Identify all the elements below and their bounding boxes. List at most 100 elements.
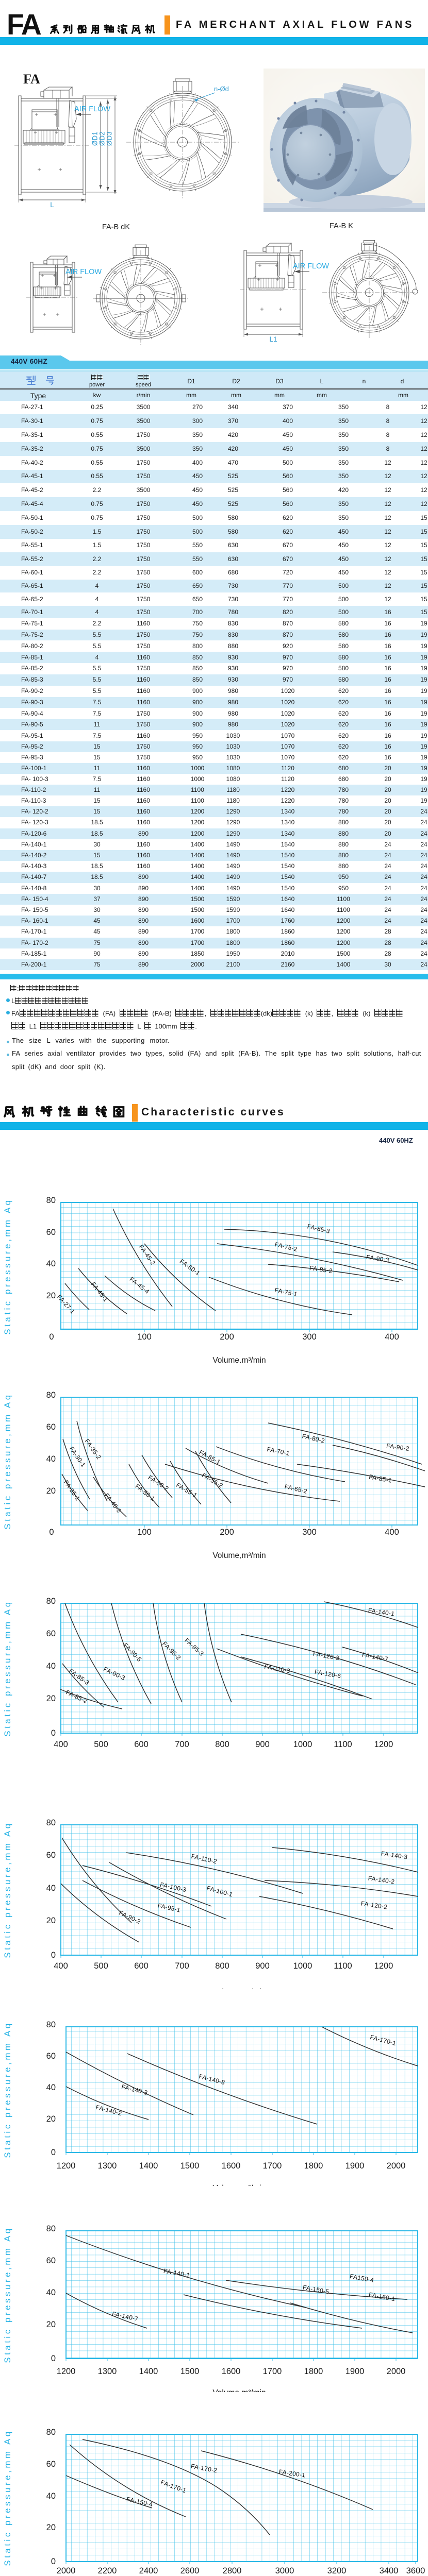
svg-text:800: 800 xyxy=(215,1961,229,1971)
svg-text:20: 20 xyxy=(46,2320,56,2329)
svg-text:Volume,m³/min: Volume,m³/min xyxy=(212,1988,266,1989)
svg-text:1600: 1600 xyxy=(222,2367,241,2376)
svg-text:1200: 1200 xyxy=(57,2161,76,2171)
svg-text:600: 600 xyxy=(134,1740,149,1749)
svg-text:1800: 1800 xyxy=(304,2161,323,2171)
svg-text:20: 20 xyxy=(46,2523,56,2532)
svg-text:n-Ød: n-Ød xyxy=(214,85,229,93)
svg-text:2600: 2600 xyxy=(180,2566,200,2575)
svg-text:1200: 1200 xyxy=(374,1961,393,1971)
svg-text:20: 20 xyxy=(46,1916,56,1925)
svg-text:0: 0 xyxy=(51,1728,56,1738)
svg-text:1800: 1800 xyxy=(304,2367,323,2376)
svg-text:FA: FA xyxy=(23,72,40,87)
svg-text:800: 800 xyxy=(215,1740,229,1749)
svg-text:Static pressure,mm Aq: Static pressure,mm Aq xyxy=(3,2226,12,2363)
svg-text:AIR FLOW: AIR FLOW xyxy=(65,268,102,276)
svg-text:2800: 2800 xyxy=(223,2566,242,2575)
svg-text:1200: 1200 xyxy=(374,1740,393,1749)
svg-text:1900: 1900 xyxy=(345,2367,365,2376)
svg-text:FA-90-2: FA-90-2 xyxy=(386,1442,409,1452)
svg-text:Volume,m³/min: Volume,m³/min xyxy=(212,1551,266,1558)
svg-text:1400: 1400 xyxy=(139,2367,158,2376)
svg-text:1200: 1200 xyxy=(57,2367,76,2376)
svg-text:80: 80 xyxy=(46,2224,56,2233)
svg-text:40: 40 xyxy=(46,2492,56,2501)
svg-text:1700: 1700 xyxy=(263,2367,282,2376)
svg-text:900: 900 xyxy=(255,1961,270,1971)
svg-text:500: 500 xyxy=(94,1961,108,1971)
svg-text:1300: 1300 xyxy=(98,2367,117,2376)
svg-text:400: 400 xyxy=(54,1961,68,1971)
svg-text:L1: L1 xyxy=(269,335,277,343)
svg-text:400: 400 xyxy=(54,1740,68,1749)
svg-text:Static pressure,mm Aq: Static pressure,mm Aq xyxy=(3,1198,12,1335)
svg-text:3600: 3600 xyxy=(406,2566,425,2575)
svg-text:Static pressure,mm Aq: Static pressure,mm Aq xyxy=(3,1600,12,1737)
svg-text:80: 80 xyxy=(46,2020,56,2029)
svg-text:60: 60 xyxy=(46,2052,56,2061)
svg-text:300: 300 xyxy=(302,1528,317,1537)
svg-text:2000: 2000 xyxy=(387,2161,406,2171)
svg-text:1400: 1400 xyxy=(139,2161,158,2171)
svg-text:40: 40 xyxy=(46,1884,56,1893)
svg-text:60: 60 xyxy=(46,1851,56,1860)
svg-text:2400: 2400 xyxy=(139,2566,158,2575)
svg-text:40: 40 xyxy=(46,2288,56,2297)
svg-text:Static pressure,mm Aq: Static pressure,mm Aq xyxy=(3,2021,12,2158)
svg-text:0: 0 xyxy=(49,1332,54,1342)
svg-text:2000: 2000 xyxy=(57,2566,76,2575)
svg-text:60: 60 xyxy=(46,1228,56,1237)
svg-text:0: 0 xyxy=(49,1528,54,1537)
svg-text:3200: 3200 xyxy=(327,2566,347,2575)
svg-text:40: 40 xyxy=(46,1259,56,1268)
svg-text:Static pressure,mm Aq: Static pressure,mm Aq xyxy=(3,1393,12,1530)
svg-text:80: 80 xyxy=(46,1196,56,1205)
svg-text:3000: 3000 xyxy=(275,2566,294,2575)
svg-text:700: 700 xyxy=(175,1740,189,1749)
svg-text:Static pressure,mm Aq: Static pressure,mm Aq xyxy=(3,2429,12,2566)
svg-text:80: 80 xyxy=(46,1597,56,1606)
svg-text:60: 60 xyxy=(46,1422,56,1432)
svg-text:60: 60 xyxy=(46,1629,56,1638)
svg-text:200: 200 xyxy=(220,1528,234,1537)
svg-text:200: 200 xyxy=(220,1332,234,1342)
svg-text:20: 20 xyxy=(46,2114,56,2124)
svg-text:1600: 1600 xyxy=(222,2161,241,2171)
svg-text:L: L xyxy=(50,201,54,209)
svg-text:Volume,m³/min: Volume,m³/min xyxy=(212,2388,266,2392)
svg-text:20: 20 xyxy=(46,1291,56,1300)
svg-text:1100: 1100 xyxy=(334,1961,352,1971)
svg-text:20: 20 xyxy=(46,1694,56,1703)
svg-text:ØD2: ØD2 xyxy=(98,131,106,146)
svg-text:600: 600 xyxy=(134,1961,149,1971)
svg-text:80: 80 xyxy=(46,2428,56,2437)
svg-text:700: 700 xyxy=(175,1961,189,1971)
svg-text:ØD3: ØD3 xyxy=(106,131,113,146)
svg-text:80: 80 xyxy=(46,1818,56,1827)
svg-text:0: 0 xyxy=(51,2354,56,2363)
svg-text:20: 20 xyxy=(46,1486,56,1496)
svg-text:AIR FLOW: AIR FLOW xyxy=(293,262,329,270)
svg-text:40: 40 xyxy=(46,2083,56,2092)
svg-text:Volume,m³/min: Volume,m³/min xyxy=(212,1356,266,1363)
svg-text:3400: 3400 xyxy=(380,2566,399,2575)
svg-text:400: 400 xyxy=(385,1528,399,1537)
svg-text:100: 100 xyxy=(137,1528,152,1537)
svg-text:0: 0 xyxy=(51,2557,56,2566)
svg-text:300: 300 xyxy=(302,1332,317,1342)
svg-text:FA-B K: FA-B K xyxy=(330,222,353,230)
svg-text:1500: 1500 xyxy=(180,2161,200,2171)
svg-text:0: 0 xyxy=(51,1951,56,1960)
svg-text:1000: 1000 xyxy=(293,1740,312,1749)
svg-text:40: 40 xyxy=(46,1454,56,1464)
svg-text:900: 900 xyxy=(255,1740,270,1749)
svg-text:FA-85-2: FA-85-2 xyxy=(309,1264,333,1275)
svg-text:100: 100 xyxy=(137,1332,152,1342)
svg-text:1000: 1000 xyxy=(293,1961,312,1971)
svg-text:1500: 1500 xyxy=(180,2367,200,2376)
svg-text:400: 400 xyxy=(385,1332,399,1342)
svg-text:Volume,m³/min: Volume,m³/min xyxy=(212,2184,266,2186)
svg-text:ØD1: ØD1 xyxy=(91,131,99,146)
svg-text:AIR FLOW: AIR FLOW xyxy=(74,105,110,113)
